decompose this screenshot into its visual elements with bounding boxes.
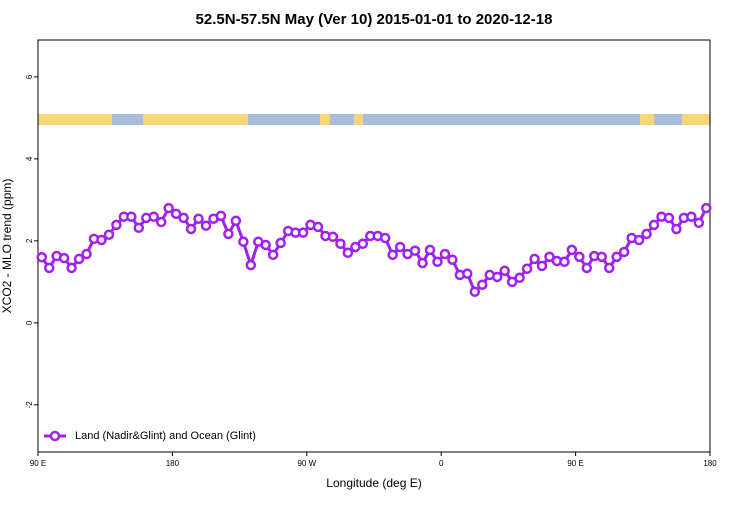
- data-point: [267, 249, 279, 261]
- x-tick-label: 90 W: [297, 459, 316, 468]
- data-point: [574, 251, 585, 263]
- x-tick-label: 90 E: [30, 459, 46, 468]
- legend-marker: [49, 430, 61, 442]
- x-tick-label: 180: [166, 459, 180, 468]
- data-point: [126, 211, 137, 222]
- data-point: [544, 251, 555, 263]
- data-point: [671, 223, 682, 235]
- land-strip: [640, 114, 654, 125]
- data-point: [238, 236, 249, 247]
- data-point: [58, 252, 70, 264]
- data-point: [73, 253, 85, 265]
- data-point: [148, 211, 159, 222]
- data-point: [193, 213, 204, 224]
- data-point: [200, 220, 212, 231]
- data-point: [514, 272, 525, 284]
- data-point: [641, 228, 652, 240]
- data-point: [81, 248, 92, 260]
- data-point: [566, 244, 578, 256]
- data-point: [559, 256, 570, 268]
- land-strip: [38, 114, 112, 125]
- data-point: [432, 256, 443, 268]
- data-point: [103, 229, 115, 240]
- x-tick-label: 90 E: [567, 459, 583, 468]
- data-point: [223, 228, 234, 240]
- data-point: [536, 260, 548, 272]
- data-point: [596, 251, 607, 263]
- data-point: [43, 262, 55, 274]
- data-point: [327, 231, 339, 243]
- data-point: [648, 219, 660, 231]
- data-point: [133, 222, 145, 234]
- data-point: [155, 216, 167, 228]
- data-point: [469, 286, 481, 297]
- data-point: [693, 217, 705, 229]
- data-point: [185, 223, 197, 235]
- data-point: [387, 249, 398, 261]
- y-tick-label: -2: [25, 401, 34, 409]
- data-point: [230, 215, 242, 227]
- data-point: [215, 210, 227, 222]
- data-point: [342, 247, 354, 259]
- data-point: [111, 219, 122, 231]
- data-point: [96, 234, 107, 246]
- data-point: [245, 259, 257, 271]
- data-point: [701, 202, 712, 214]
- data-point: [409, 245, 421, 256]
- data-point: [312, 221, 324, 233]
- x-axis-label: Longitude (deg E): [326, 476, 421, 490]
- data-point: [581, 262, 593, 274]
- chart-title: 52.5N-57.5N May (Ver 10) 2015-01-01 to 2…: [196, 11, 553, 28]
- data-point: [66, 262, 77, 274]
- x-tick-label: 180: [703, 459, 717, 468]
- ocean-strip: [38, 114, 710, 125]
- y-tick-label: 6: [25, 74, 34, 79]
- data-point: [491, 271, 503, 283]
- data-point: [603, 262, 615, 274]
- data-point: [178, 212, 189, 224]
- data-point: [297, 227, 309, 238]
- data-point: [499, 265, 510, 277]
- data-point: [417, 257, 428, 269]
- land-strip: [354, 114, 363, 125]
- data-point: [686, 211, 697, 222]
- data-point: [447, 254, 458, 265]
- y-tick-label: 4: [25, 156, 34, 161]
- data-point: [611, 251, 622, 263]
- y-axis-label: XCO2 - MLO trend (ppm): [0, 179, 14, 314]
- data-point: [618, 246, 630, 258]
- data-point: [335, 238, 346, 249]
- legend-label: Land (Nadir&Glint) and Ocean (Glint): [75, 430, 256, 442]
- data-point: [462, 268, 473, 279]
- plot-frame: [37, 39, 711, 453]
- data-point: [275, 237, 286, 249]
- land-ocean-strip: [38, 114, 710, 125]
- data-point: [170, 208, 182, 220]
- land-strip: [682, 114, 710, 125]
- data-point: [379, 232, 391, 244]
- data-point: [36, 252, 47, 263]
- y-tick-label: 0: [25, 320, 34, 325]
- data-point: [506, 276, 518, 288]
- x-tick-label: 0: [439, 459, 444, 468]
- data-point: [439, 248, 451, 260]
- data-point: [163, 202, 174, 214]
- land-strip: [143, 114, 248, 125]
- data-point: [633, 234, 645, 246]
- data-point: [521, 263, 533, 275]
- data-point: [529, 253, 540, 265]
- data-point: [477, 279, 488, 290]
- y-tick-label: 2: [25, 238, 34, 243]
- land-strip: [320, 114, 330, 125]
- data-point: [357, 238, 369, 249]
- legend-item: Land (Nadir&Glint) and Ocean (Glint): [44, 430, 256, 442]
- data-point: [394, 241, 406, 253]
- data-point: [663, 212, 675, 224]
- data-point: [424, 244, 436, 256]
- data-point: [260, 239, 271, 251]
